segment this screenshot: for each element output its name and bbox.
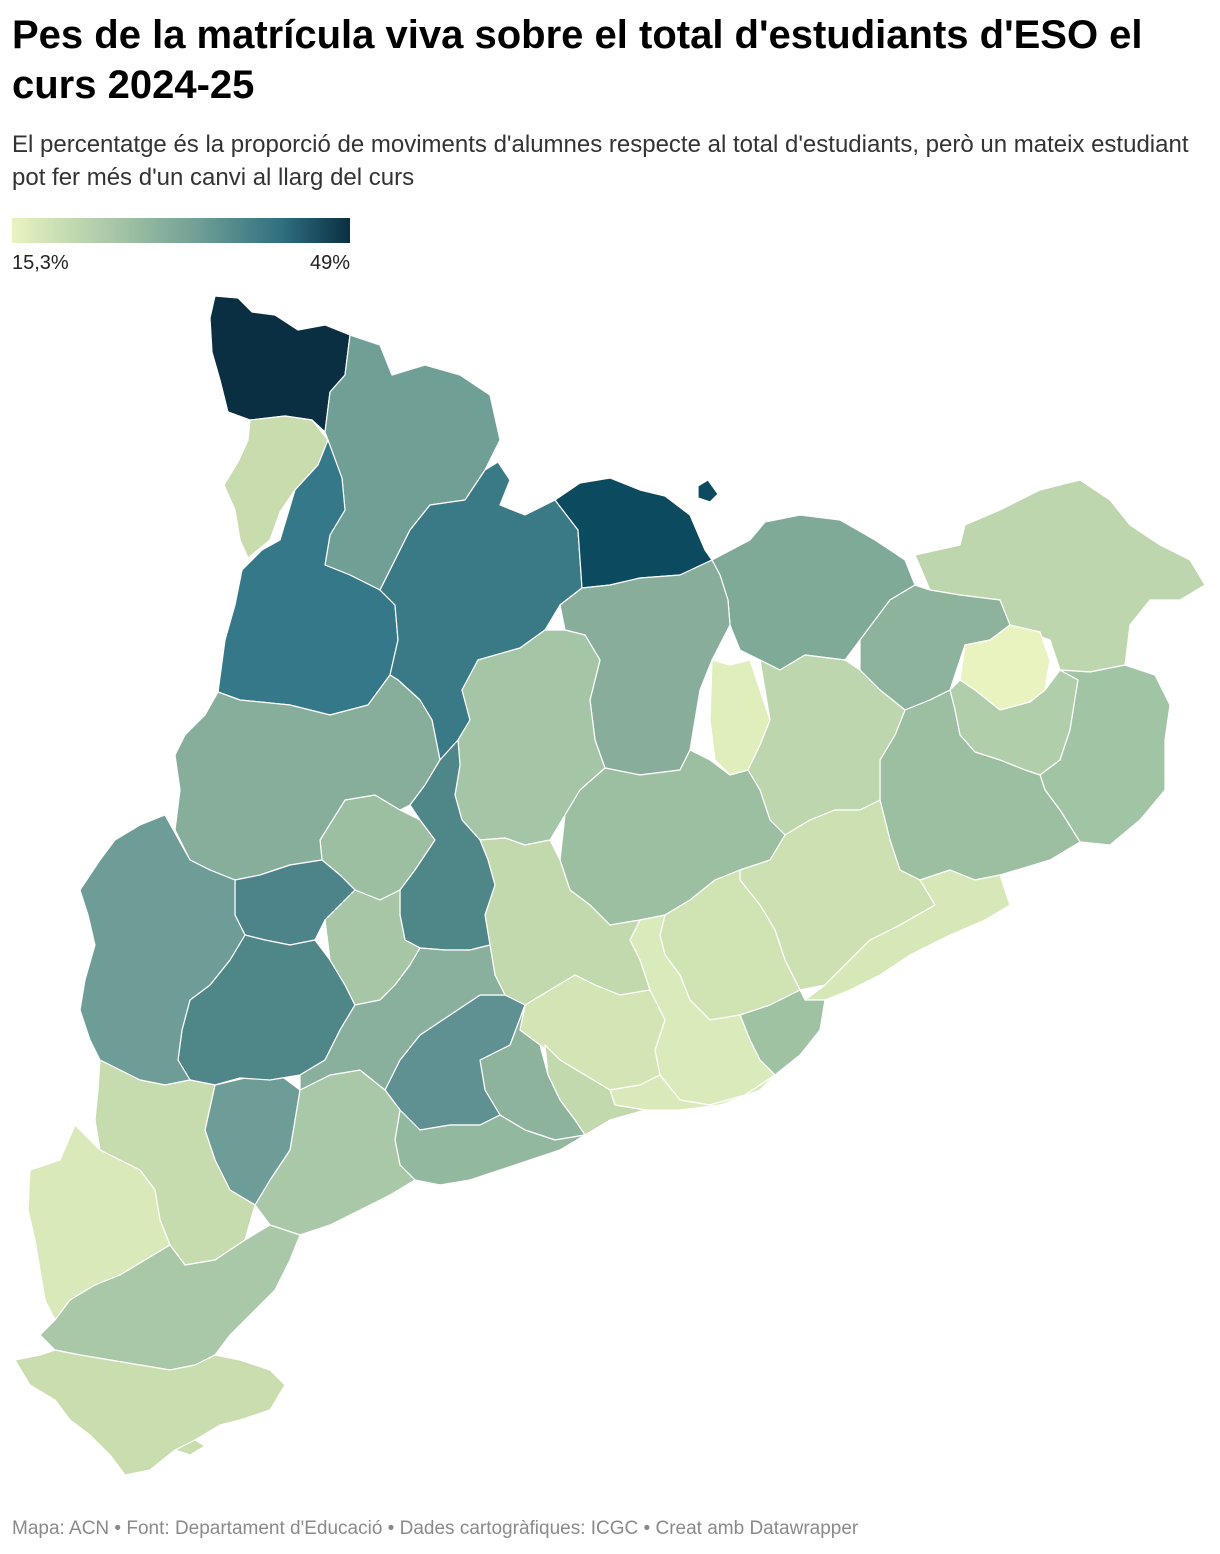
region-llivia[interactable] (697, 479, 719, 503)
region-noguera[interactable] (174, 674, 441, 881)
region-maresme[interactable] (804, 869, 1011, 1001)
region-urgell[interactable] (399, 739, 496, 951)
region-alta-ribagorca[interactable] (223, 415, 329, 559)
color-legend: 15,3% 49% (12, 218, 350, 278)
region-montsia[interactable] (14, 1349, 286, 1476)
region-mid-south-band[interactable] (299, 944, 506, 1091)
chart-subtitle: El percentatge és la proporció de movime… (12, 131, 1189, 191)
chart-title: Pes de la matrícula viva sobre el total … (12, 13, 1143, 107)
region-segria[interactable] (79, 814, 246, 1086)
legend-max-label: 49% (309, 252, 350, 274)
legend-gradient-bar (12, 218, 350, 243)
choropleth-map (14, 295, 1206, 1476)
region-delta-tip[interactable] (174, 1439, 206, 1456)
source-footer: Mapa: ACN • Font: Departament d'Educació… (12, 1518, 859, 1539)
region-baix-emporda[interactable] (1039, 664, 1171, 846)
legend-min-label: 15,3% (12, 252, 69, 274)
